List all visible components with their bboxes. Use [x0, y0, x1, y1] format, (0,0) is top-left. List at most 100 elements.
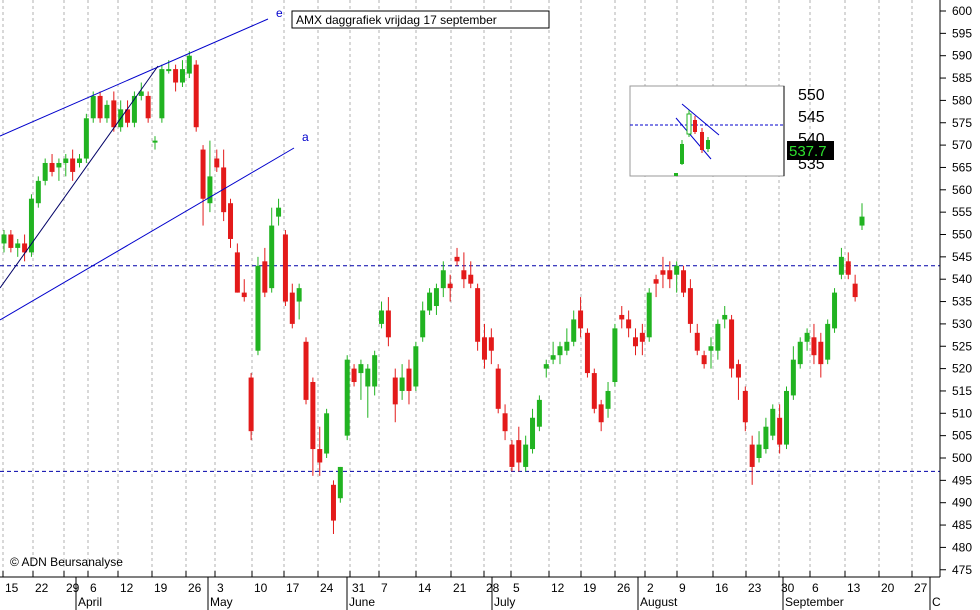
- candle: [859, 203, 865, 231]
- candle: [179, 60, 185, 87]
- y-tick-label: 570: [952, 138, 972, 152]
- candle: [35, 176, 41, 208]
- candle: [145, 91, 151, 123]
- candle-body: [125, 109, 131, 123]
- candle-body: [756, 444, 762, 458]
- x-tick-label: 31: [352, 581, 366, 595]
- candle-body: [763, 426, 769, 450]
- candle-body: [159, 69, 165, 119]
- inset-price-545: 545: [798, 109, 825, 126]
- candle-body: [605, 390, 611, 409]
- candle: [708, 337, 714, 369]
- candle: [468, 261, 474, 289]
- candle-body: [392, 377, 398, 405]
- candle-body: [248, 377, 254, 432]
- candle: [282, 230, 288, 307]
- candle: [749, 435, 755, 485]
- candle: [276, 198, 282, 226]
- candle: [228, 198, 234, 248]
- candle: [584, 328, 590, 378]
- candle-body: [783, 390, 789, 445]
- candle-body: [612, 328, 618, 383]
- x-tick-label: 17: [286, 581, 300, 595]
- candle: [557, 341, 563, 365]
- candle-body: [832, 292, 838, 329]
- candle-body: [557, 346, 563, 356]
- candle: [159, 64, 165, 123]
- candle-body: [344, 359, 350, 436]
- inset-current-value: 537.7: [789, 143, 827, 160]
- y-tick-label: 555: [952, 205, 972, 219]
- y-tick-label: 545: [952, 250, 972, 264]
- candle: [262, 247, 268, 298]
- candle: [447, 274, 453, 302]
- candle-body: [770, 408, 776, 436]
- y-tick-label: 590: [952, 49, 972, 63]
- candle: [681, 265, 687, 298]
- candle-body: [1, 234, 7, 244]
- y-tick-label: 600: [952, 4, 972, 18]
- candle-body: [468, 274, 474, 284]
- candle-body: [241, 292, 247, 298]
- candle: [612, 323, 618, 387]
- candle-body: [433, 288, 439, 307]
- y-tick-label: 490: [952, 496, 972, 510]
- candle: [372, 350, 378, 396]
- candle-body: [454, 256, 460, 262]
- y-tick-label: 560: [952, 183, 972, 197]
- candle: [399, 364, 405, 400]
- candle-body: [495, 368, 501, 409]
- candle: [365, 364, 371, 418]
- candle-body: [735, 364, 741, 378]
- x-tick-label: 6: [812, 581, 819, 595]
- candle: [413, 341, 419, 391]
- month-label: July: [494, 595, 515, 609]
- candle-body: [790, 359, 796, 396]
- candle: [125, 100, 131, 128]
- candle: [241, 279, 247, 302]
- x-tick-label: 3: [217, 581, 224, 595]
- candle: [729, 314, 735, 378]
- candle-body: [22, 243, 28, 253]
- candle-body: [97, 95, 103, 119]
- candle: [344, 355, 350, 441]
- x-tick-label: 28: [486, 581, 500, 595]
- candle-body: [179, 69, 185, 83]
- candle: [701, 350, 707, 369]
- candle: [852, 274, 858, 302]
- candle-body: [296, 288, 302, 302]
- y-tick-label: 520: [952, 362, 972, 376]
- candle: [63, 154, 69, 177]
- candle: [475, 283, 481, 351]
- candle: [626, 310, 632, 338]
- candle: [104, 100, 110, 123]
- trendlines-layer: e a: [0, 6, 309, 321]
- y-tick-label: 575: [952, 116, 972, 130]
- month-label: May: [210, 595, 233, 609]
- candle: [646, 288, 652, 342]
- candle-body: [262, 261, 268, 293]
- candle-body: [8, 234, 14, 248]
- candle: [22, 234, 28, 262]
- inset-chart: 550 545 540 535 537.7: [629, 85, 834, 177]
- candle-body: [777, 417, 783, 445]
- candle: [530, 408, 536, 454]
- x-tick-label: 12: [551, 581, 565, 595]
- candle-body: [131, 95, 137, 123]
- y-tick-label: 530: [952, 317, 972, 331]
- candle: [687, 279, 693, 333]
- candle: [296, 283, 302, 320]
- candle: [818, 332, 824, 378]
- candle-body: [56, 162, 62, 168]
- candle-body: [701, 355, 707, 365]
- candle: [214, 149, 220, 172]
- candle-body: [365, 368, 371, 387]
- candle: [722, 306, 728, 329]
- candle: [564, 328, 570, 356]
- candle-body: [797, 341, 803, 365]
- candle: [763, 417, 769, 454]
- y-tick-label: 535: [952, 295, 972, 309]
- candle: [777, 404, 783, 454]
- candle: [454, 247, 460, 266]
- y-tick-label: 585: [952, 71, 972, 85]
